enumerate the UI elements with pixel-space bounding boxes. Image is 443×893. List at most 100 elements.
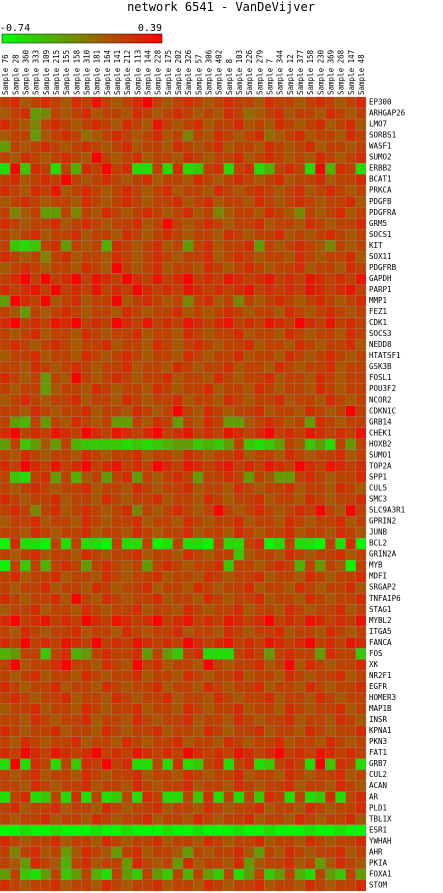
heatmap-cell (335, 791, 346, 803)
heatmap-cell (71, 582, 82, 594)
heatmap-cell (0, 681, 11, 693)
heatmap-cell (101, 273, 112, 285)
heatmap-cell (162, 681, 173, 693)
heatmap-cell (274, 129, 285, 142)
heatmap-cell (182, 537, 194, 550)
heatmap-cell (40, 251, 51, 263)
heatmap-cell (284, 405, 295, 417)
heatmap-cell (284, 681, 295, 693)
heatmap-cell (213, 791, 224, 803)
heatmap-cell (0, 604, 11, 616)
heatmap-cell (162, 140, 173, 153)
heatmap-cell (60, 548, 72, 561)
heatmap-cell (71, 394, 82, 406)
heatmap-cell (233, 273, 245, 285)
heatmap-cell (182, 681, 194, 693)
heatmap-cell (91, 791, 102, 803)
heatmap-cell (142, 251, 153, 263)
heatmap-cell (91, 703, 102, 715)
heatmap-cell (142, 846, 153, 859)
heatmap-cell (20, 449, 31, 462)
colorbar-max-label: 0.39 (138, 23, 162, 34)
heatmap-cell (182, 824, 194, 837)
heatmap-cell (10, 659, 21, 671)
heatmap-cell (243, 361, 255, 373)
heatmap-cell (335, 824, 346, 837)
heatmap-cell (91, 879, 102, 892)
heatmap-cell (182, 218, 194, 230)
heatmap-cell (162, 703, 173, 715)
heatmap-cell (121, 140, 133, 153)
heatmap-cell (162, 868, 173, 881)
heatmap-cell (142, 394, 153, 406)
heatmap-cell (294, 427, 306, 440)
heatmap-cell (264, 615, 275, 627)
heatmap-cell (162, 515, 173, 528)
heatmap-cell (325, 427, 336, 440)
heatmap-cell (101, 185, 112, 197)
heatmap-cell (111, 548, 123, 561)
heatmap-cell (162, 361, 173, 373)
heatmap-cell (20, 394, 31, 406)
heatmap-cell (345, 361, 356, 373)
heatmap-cell (345, 780, 356, 792)
heatmap-cell (91, 670, 102, 682)
heatmap-cell (254, 813, 265, 825)
heatmap-cell (304, 526, 316, 539)
heatmap-cell (0, 361, 11, 373)
column-label: Sample 158 (72, 49, 81, 95)
heatmap-cell (304, 879, 316, 892)
heatmap-cell (213, 824, 224, 837)
heatmap-cell (325, 714, 336, 726)
heatmap-cell (162, 604, 173, 616)
heatmap-cell (182, 339, 194, 351)
heatmap-cell (223, 714, 234, 726)
heatmap-cell (304, 725, 316, 737)
heatmap-cell (213, 835, 224, 848)
heatmap-cell (172, 196, 184, 208)
heatmap-cell (81, 526, 92, 539)
heatmap-cell (294, 196, 306, 208)
heatmap-cell (132, 548, 143, 561)
heatmap-cell (50, 306, 62, 318)
heatmap-cell (223, 427, 234, 440)
heatmap-cell (0, 151, 11, 164)
heatmap-cell (203, 571, 214, 583)
row-label: GRB7 (369, 759, 387, 768)
heatmap-cell (10, 196, 21, 208)
heatmap-cell (325, 659, 336, 671)
heatmap-cell (162, 637, 173, 649)
heatmap-cell (213, 626, 224, 638)
row-label: SPP1 (369, 472, 387, 481)
heatmap-cell (335, 273, 346, 285)
heatmap-cell (203, 262, 214, 274)
heatmap-cell (121, 835, 133, 848)
heatmap-cell (274, 824, 285, 837)
heatmap-cell (152, 604, 163, 616)
heatmap-cell (254, 438, 265, 451)
heatmap-cell (60, 670, 72, 682)
heatmap-cell (132, 394, 143, 406)
heatmap-cell (193, 846, 204, 859)
heatmap-cell (0, 747, 11, 759)
heatmap-cell (101, 339, 112, 351)
heatmap-cell (10, 526, 21, 539)
heatmap-cell (355, 747, 367, 759)
heatmap-cell (121, 659, 133, 671)
heatmap-cell (172, 537, 184, 550)
heatmap-cell (193, 394, 204, 406)
heatmap-cell (274, 350, 285, 362)
heatmap-cell (172, 361, 184, 373)
heatmap-cell (254, 626, 265, 638)
heatmap-cell (223, 295, 234, 307)
heatmap-cell (111, 306, 123, 318)
heatmap-cell (345, 560, 356, 572)
heatmap-cell (274, 593, 285, 605)
heatmap-cell (233, 813, 245, 825)
row-label: MAP1B (369, 704, 392, 713)
heatmap-cell (50, 504, 62, 517)
heatmap-cell (345, 174, 356, 186)
heatmap-cell (162, 802, 173, 814)
heatmap-cell (233, 251, 245, 263)
heatmap-cell (172, 140, 184, 153)
